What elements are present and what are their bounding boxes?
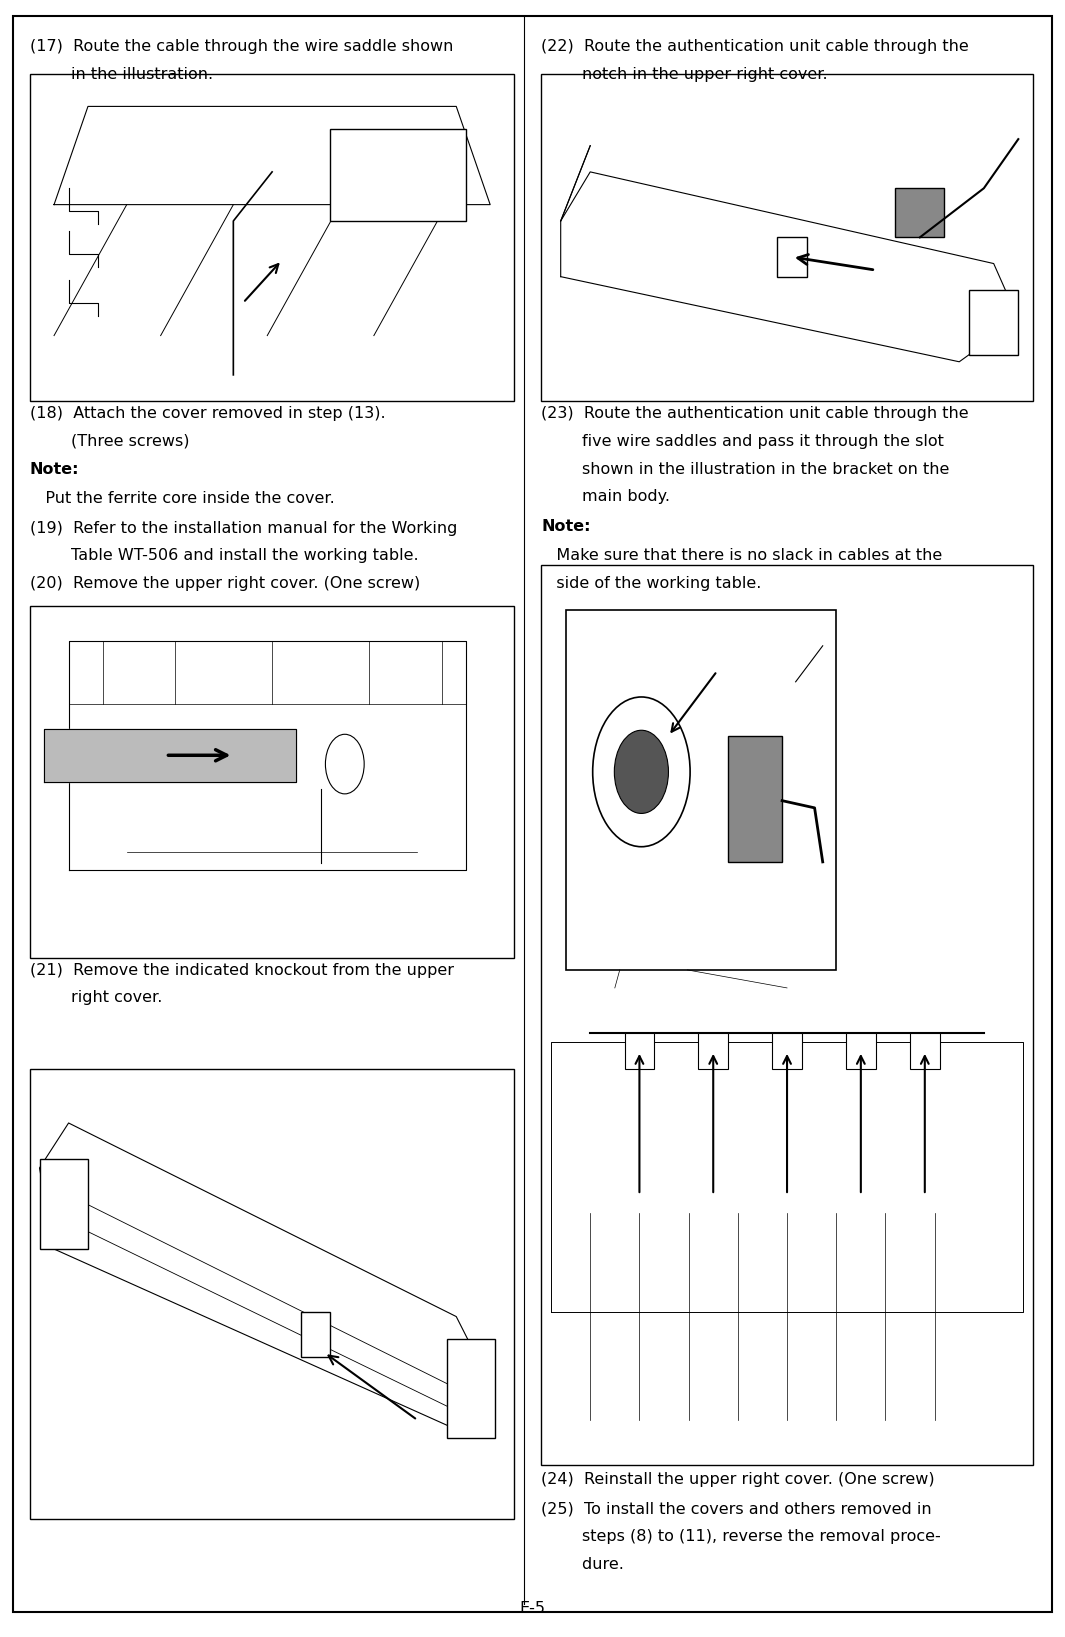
Polygon shape bbox=[551, 1041, 1023, 1313]
Bar bbox=[846, 1033, 875, 1069]
Text: (22)  Route the authentication unit cable through the: (22) Route the authentication unit cable… bbox=[541, 39, 969, 54]
Text: (23)  Route the authentication unit cable through the: (23) Route the authentication unit cable… bbox=[541, 406, 969, 421]
Bar bbox=[541, 565, 1033, 1465]
Text: Table WT-506 and install the working table.: Table WT-506 and install the working tab… bbox=[30, 548, 419, 563]
Bar bbox=[30, 606, 514, 958]
Text: (18)  Attach the cover removed in step (13).: (18) Attach the cover removed in step (1… bbox=[30, 406, 386, 421]
Bar bbox=[30, 74, 514, 401]
Bar bbox=[566, 609, 836, 969]
Polygon shape bbox=[54, 106, 490, 205]
Text: right cover.: right cover. bbox=[30, 990, 162, 1005]
Text: (17)  Route the cable through the wire saddle shown: (17) Route the cable through the wire sa… bbox=[30, 39, 454, 54]
Bar bbox=[910, 1033, 939, 1069]
Text: E-5: E-5 bbox=[520, 1601, 545, 1616]
Text: five wire saddles and pass it through the slot: five wire saddles and pass it through th… bbox=[541, 434, 944, 449]
Text: (19)  Refer to the installation manual for the Working: (19) Refer to the installation manual fo… bbox=[30, 521, 457, 535]
Text: steps (8) to (11), reverse the removal proce-: steps (8) to (11), reverse the removal p… bbox=[541, 1529, 940, 1544]
Bar bbox=[330, 129, 466, 221]
Text: dure.: dure. bbox=[541, 1557, 624, 1572]
Text: shown in the illustration in the bracket on the: shown in the illustration in the bracket… bbox=[541, 462, 949, 476]
Text: in the illustration.: in the illustration. bbox=[30, 67, 213, 82]
Text: Note:: Note: bbox=[541, 519, 590, 534]
Bar bbox=[772, 1033, 802, 1069]
Text: (24)  Reinstall the upper right cover. (One screw): (24) Reinstall the upper right cover. (O… bbox=[541, 1472, 935, 1486]
Polygon shape bbox=[45, 728, 296, 782]
Bar bbox=[969, 290, 1018, 355]
Bar bbox=[446, 1339, 495, 1439]
Text: (20)  Remove the upper right cover. (One screw): (20) Remove the upper right cover. (One … bbox=[30, 576, 420, 591]
Bar bbox=[896, 188, 945, 237]
Text: (Three screws): (Three screws) bbox=[30, 434, 190, 449]
Text: main body.: main body. bbox=[541, 489, 670, 504]
Text: Note:: Note: bbox=[30, 462, 79, 476]
Bar bbox=[699, 1033, 728, 1069]
Bar bbox=[541, 74, 1033, 401]
Bar bbox=[301, 1313, 330, 1357]
Text: side of the working table.: side of the working table. bbox=[541, 576, 761, 591]
Polygon shape bbox=[68, 640, 466, 869]
Bar bbox=[30, 1069, 514, 1519]
Bar bbox=[728, 737, 782, 861]
Text: (25)  To install the covers and others removed in: (25) To install the covers and others re… bbox=[541, 1501, 932, 1516]
Bar bbox=[625, 1033, 654, 1069]
Text: notch in the upper right cover.: notch in the upper right cover. bbox=[541, 67, 828, 82]
Bar bbox=[39, 1159, 88, 1249]
Text: Make sure that there is no slack in cables at the: Make sure that there is no slack in cabl… bbox=[541, 548, 943, 563]
Bar bbox=[777, 237, 806, 277]
Circle shape bbox=[326, 735, 364, 794]
Text: (21)  Remove the indicated knockout from the upper: (21) Remove the indicated knockout from … bbox=[30, 963, 454, 977]
Polygon shape bbox=[39, 1123, 495, 1439]
Text: Put the ferrite core inside the cover.: Put the ferrite core inside the cover. bbox=[30, 491, 334, 506]
Circle shape bbox=[615, 730, 669, 814]
Polygon shape bbox=[560, 172, 1018, 362]
Circle shape bbox=[593, 697, 690, 846]
